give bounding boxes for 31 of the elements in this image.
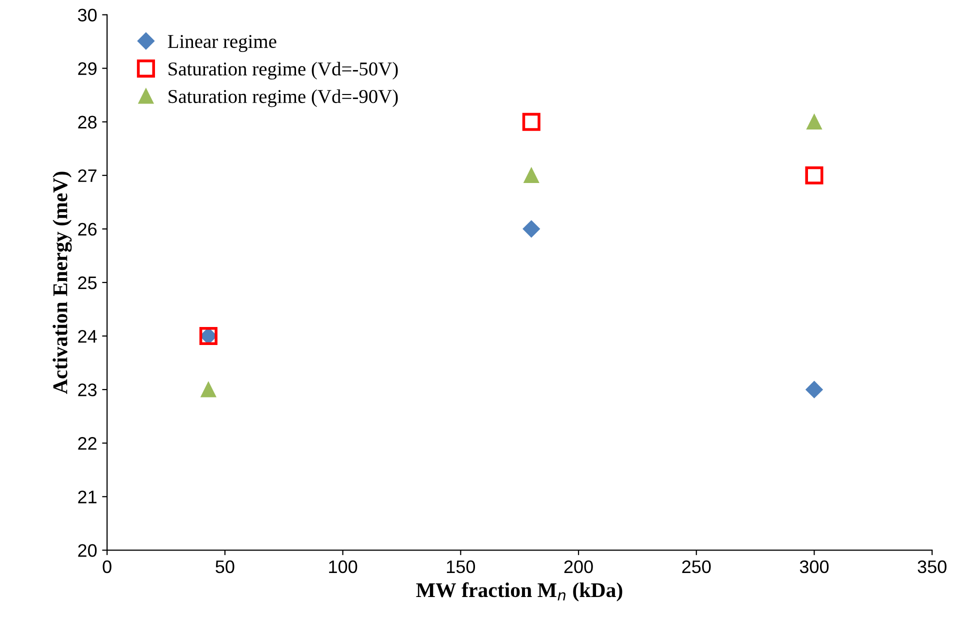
- y-tick-label: 30: [78, 8, 97, 22]
- x-tick-label: 0: [102, 560, 112, 574]
- point: [806, 381, 823, 398]
- x-tick-label: 300: [800, 560, 829, 574]
- y-tick-label: 24: [78, 330, 97, 343]
- legend-label: Linear regime: [168, 34, 276, 52]
- point: [200, 382, 216, 398]
- x-tick-label: 250: [682, 560, 711, 574]
- y-tick-label: 21: [78, 490, 96, 504]
- y-tick-label: 26: [78, 222, 97, 236]
- point: [522, 112, 540, 131]
- legend-label: Saturation regime (Vd=-50V): [168, 62, 398, 80]
- point: [524, 168, 540, 184]
- point: [806, 114, 822, 130]
- y-tick-label: 22: [78, 437, 96, 450]
- x-tick-label: 100: [329, 560, 358, 574]
- x-tick-label: 200: [564, 560, 593, 574]
- y-tick-label: 20: [78, 544, 97, 557]
- point: [522, 220, 540, 238]
- legend-label: Saturation regime (Vd=-90V): [168, 89, 398, 108]
- x-tick-label: 50: [216, 560, 234, 574]
- point: [805, 166, 824, 184]
- y-tick-label: 25: [78, 276, 97, 290]
- y-tick-label: 27: [78, 169, 96, 182]
- y-tick-label: 28: [78, 116, 97, 129]
- y-tick-label: 23: [78, 384, 97, 396]
- x-tick-label: 150: [446, 560, 476, 574]
- y-tick-label: 29: [78, 62, 96, 76]
- x-axis-title: MW fraction M$_{n}$ (kDa): [416, 582, 622, 602]
- x-tick-label: 350: [918, 560, 946, 574]
- y-axis-title: Activation Energy (meV): [52, 172, 72, 394]
